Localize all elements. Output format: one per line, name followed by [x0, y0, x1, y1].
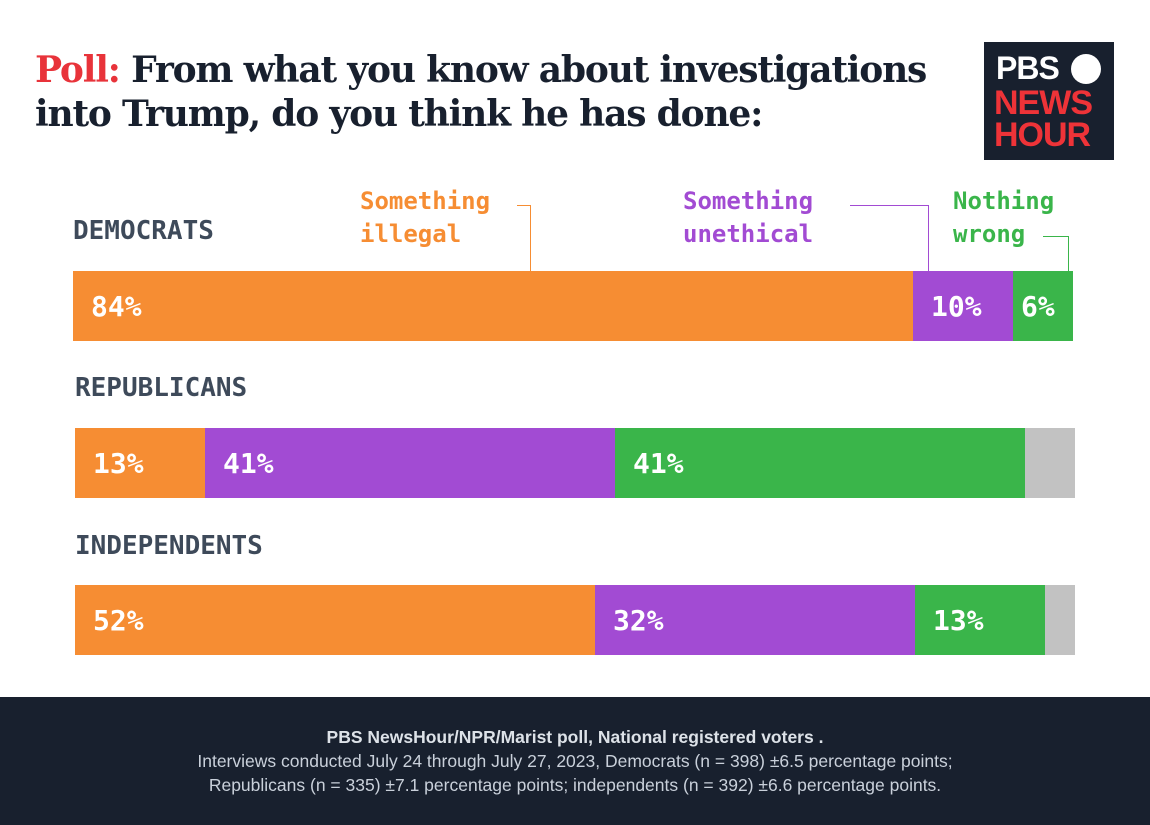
logo-news: NEWS [994, 84, 1093, 122]
chart-title: Poll: From what you know about investiga… [35, 48, 955, 136]
bar-segment-something-unethical: 10% [913, 271, 1013, 341]
leader-line-nothing [1043, 236, 1069, 271]
legend-something-unethical: Something unethical [683, 187, 814, 248]
bar-segment-other-unsure [1025, 428, 1075, 498]
bar-segment-other-unsure [1045, 585, 1075, 655]
data-label: 41% [633, 446, 684, 480]
bar-segment-something-unethical: 41% [205, 428, 615, 498]
bar-segment-something-illegal: 13% [75, 428, 205, 498]
group-label-republicans: REPUBLICANS [75, 373, 248, 403]
bar-segment-something-illegal: 84% [73, 271, 913, 341]
bar-segment-nothing-wrong: 6% [1013, 271, 1073, 341]
bar-segment-something-illegal: 52% [75, 585, 595, 655]
data-label: 84% [91, 289, 142, 323]
bar-segment-nothing-wrong: 41% [615, 428, 1025, 498]
data-label: 6% [1021, 289, 1055, 323]
logo-hour: HOUR [994, 116, 1091, 154]
logo-pbs: PBS [996, 50, 1060, 86]
data-label: 52% [93, 603, 144, 637]
footer-line-2: Interviews conducted July 24 through Jul… [197, 751, 953, 771]
leader-line-illegal [517, 205, 531, 271]
data-label: 13% [93, 446, 144, 480]
data-label: 13% [933, 603, 984, 637]
pbs-newshour-logo: PBS NEWS HOUR [984, 42, 1114, 160]
data-label: 41% [223, 446, 274, 480]
bar-independents: 52% 32% 13% [75, 585, 1075, 655]
data-label: 10% [931, 289, 982, 323]
group-label-democrats: DEMOCRATS [73, 216, 214, 246]
group-label-independents: INDEPENDENTS [75, 531, 263, 561]
footer-line-3: Republicans (n = 335) ±7.1 percentage po… [208, 775, 942, 795]
footer: PBS NewsHour/NPR/Marist poll, National r… [0, 697, 1150, 825]
legend-nothing-wrong: Nothing wrong [953, 187, 1055, 248]
title-text: From what you know about investigations … [35, 49, 927, 135]
footer-source: PBS NewsHour/NPR/Marist poll, National r… [326, 727, 824, 747]
bar-republicans: 13% 41% 41% [75, 428, 1075, 498]
leader-line-unethical [850, 205, 929, 271]
title-prefix: Poll: [35, 49, 121, 91]
pbs-head-icon [1071, 54, 1101, 84]
bar-segment-something-unethical: 32% [595, 585, 915, 655]
data-label: 32% [613, 603, 664, 637]
bar-segment-nothing-wrong: 13% [915, 585, 1045, 655]
bar-democrats: 84% 10% 6% [73, 271, 1073, 341]
legend-something-illegal: Something illegal [360, 187, 491, 248]
